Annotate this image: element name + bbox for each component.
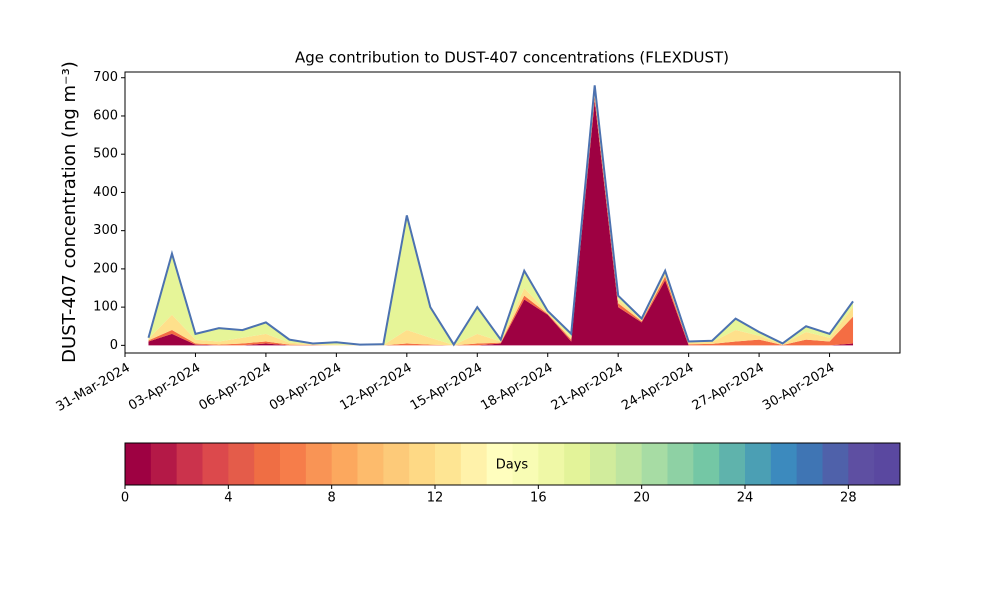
colorbar-label: Days <box>496 458 529 473</box>
colorbar-cell <box>719 443 746 485</box>
y-tick-label: 200 <box>93 261 118 276</box>
colorbar-tick-label: 12 <box>427 491 444 506</box>
colorbar-cell <box>228 443 255 485</box>
colorbar-cell <box>409 443 436 485</box>
x-tick-label: 30-Apr-2024 <box>760 361 837 414</box>
colorbar-cell <box>848 443 875 485</box>
x-tick-label: 21-Apr-2024 <box>549 361 626 414</box>
colorbar-frame <box>124 442 901 486</box>
colorbar-cell <box>254 443 281 485</box>
x-tick-label: 06-Apr-2024 <box>197 361 274 414</box>
colorbar-tick-label: 0 <box>121 491 129 506</box>
x-tick-label: 18-Apr-2024 <box>478 361 555 414</box>
x-tick-label: 24-Apr-2024 <box>619 361 696 414</box>
x-tick-label: 09-Apr-2024 <box>267 361 344 414</box>
y-tick-label: 500 <box>93 147 118 162</box>
colorbar-cell <box>822 443 849 485</box>
colorbar-cell <box>796 443 823 485</box>
y-tick-label: 700 <box>93 70 118 85</box>
colorbar-cell <box>150 443 178 485</box>
x-tick-label: 12-Apr-2024 <box>337 361 414 414</box>
y-tick-label: 600 <box>93 108 118 123</box>
age-area <box>148 96 854 346</box>
colorbar-cell <box>693 443 720 485</box>
colorbar-cell <box>641 443 668 485</box>
y-tick-label: 300 <box>93 223 118 238</box>
colorbar-cell <box>305 443 333 485</box>
x-tick-label: 03-Apr-2024 <box>126 361 203 414</box>
colorbar-cell <box>770 443 798 485</box>
x-tick-label: 15-Apr-2024 <box>408 361 485 414</box>
colorbar-cell <box>435 443 462 485</box>
colorbar-cell <box>176 443 203 485</box>
colorbar-cell <box>874 443 901 485</box>
colorbar-cell <box>357 443 384 485</box>
y-tick-label: 0 <box>110 338 118 353</box>
age-area <box>148 85 854 345</box>
colorbar-cell <box>590 443 617 485</box>
colorbar-cell <box>202 443 229 485</box>
x-tick-label: 27-Apr-2024 <box>690 361 767 414</box>
age-area <box>148 93 854 346</box>
colorbar-tick-label: 20 <box>633 491 650 506</box>
colorbar-cell <box>331 443 358 485</box>
colorbar-cell <box>667 443 694 485</box>
age-area <box>148 100 854 346</box>
colorbar-tick-label: 8 <box>328 491 336 506</box>
colorbar-cell <box>615 443 643 485</box>
colorbar-cell <box>460 443 488 485</box>
colorbar-cell <box>125 443 152 485</box>
colorbar-tick-label: 4 <box>224 491 232 506</box>
colorbar-cell <box>564 443 591 485</box>
y-tick-label: 400 <box>93 185 118 200</box>
colorbar-cell <box>280 443 307 485</box>
colorbar-cell <box>512 443 539 485</box>
y-axis-label: DUST-407 concentration (ng m⁻³) <box>59 61 80 363</box>
colorbar-cell <box>486 443 513 485</box>
colorbar-tick-label: 28 <box>840 491 857 506</box>
chart-title: Age contribution to DUST-407 concentrati… <box>295 49 729 67</box>
plot-frame <box>124 71 901 354</box>
x-tick-label: 31-Mar-2024 <box>54 361 133 415</box>
colorbar-cell <box>383 443 410 485</box>
colorbar-cell <box>538 443 565 485</box>
total-line <box>147 85 854 347</box>
colorbar-cell <box>745 443 772 485</box>
colorbar-tick-label: 24 <box>737 491 754 506</box>
colorbar-tick-label: 16 <box>530 491 547 506</box>
y-tick-label: 100 <box>93 300 118 315</box>
